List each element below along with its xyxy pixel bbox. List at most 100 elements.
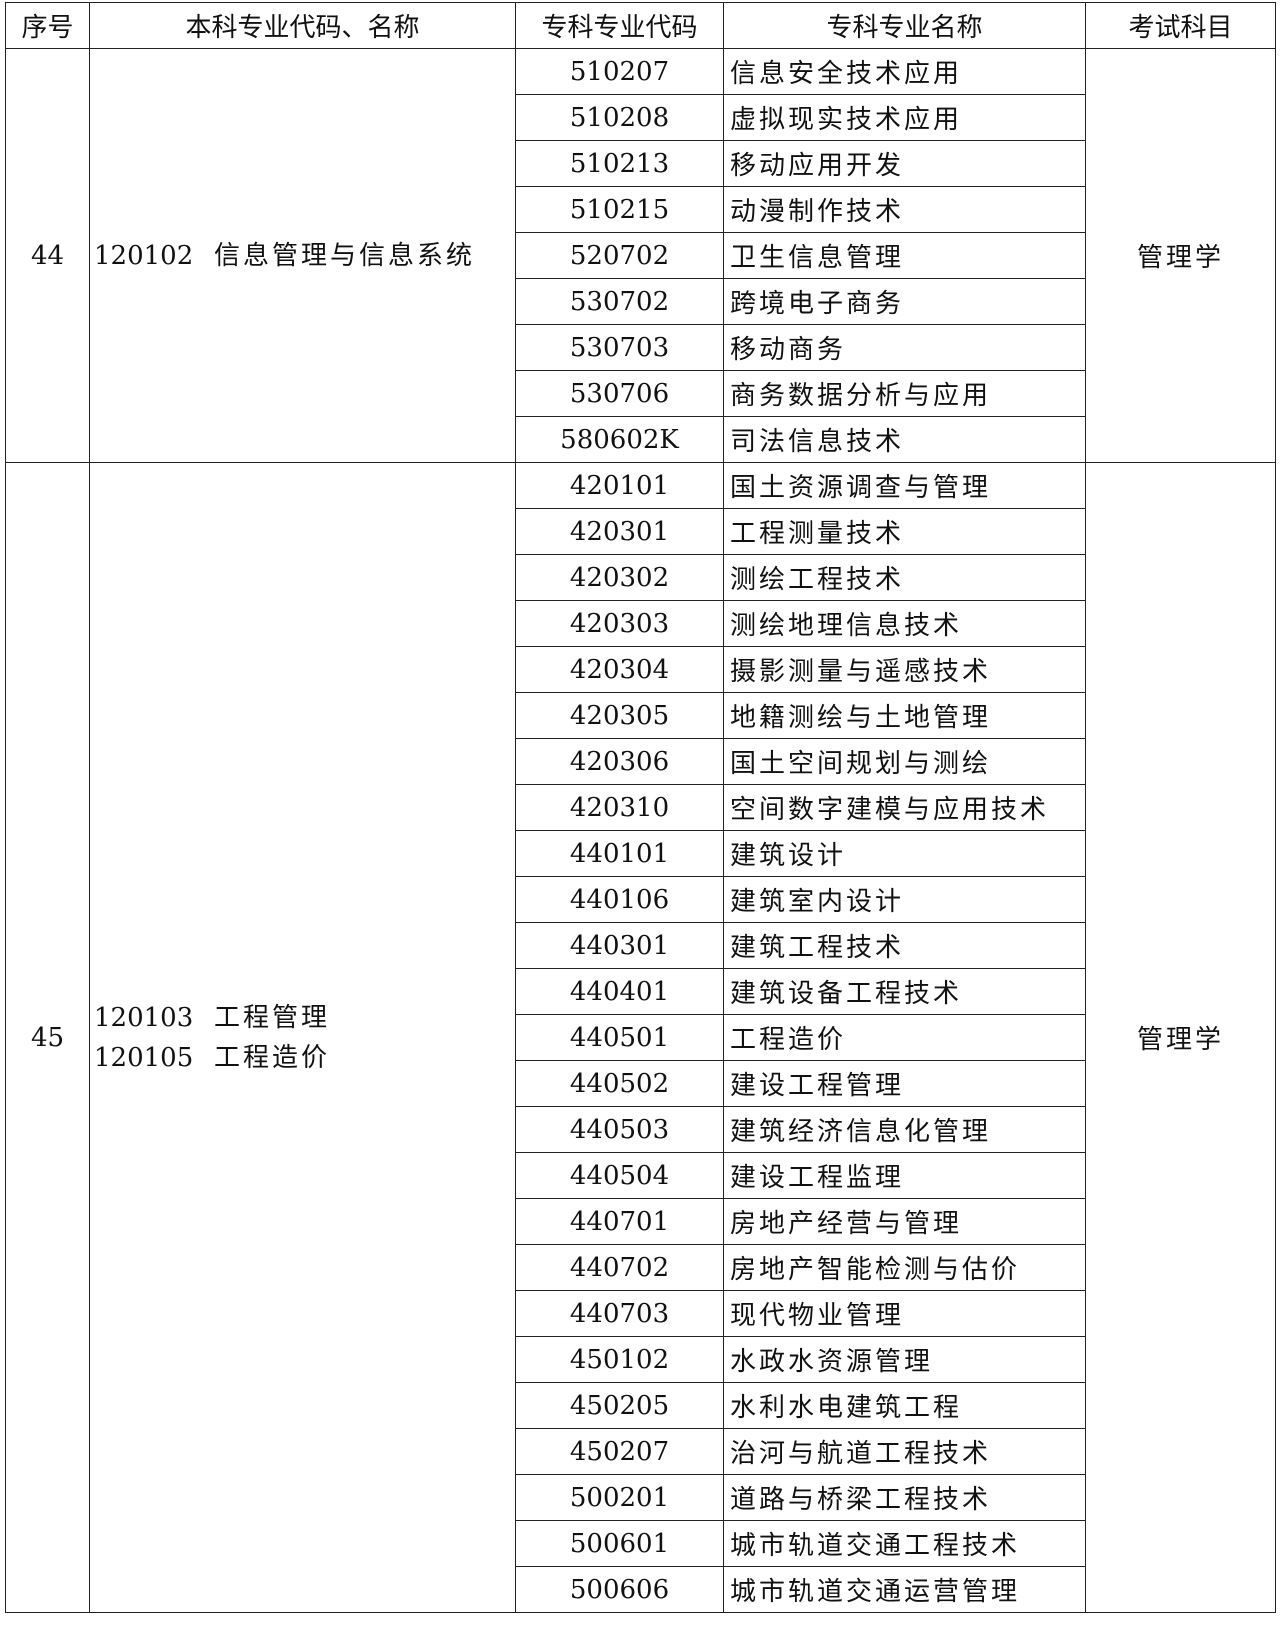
sub-name: 水政水资源管理 [723,1336,1086,1383]
sub-name: 地籍测绘与土地管理 [723,692,1086,739]
sub-code: 450102 [515,1336,724,1383]
sub-name: 建筑经济信息化管理 [723,1106,1086,1153]
seq-cell: 44 [5,48,90,463]
header-cell: 序号 [5,2,90,49]
table-row: 44 120102 信息管理与信息系统 510207 信息安全技术应用 管理学 [5,48,1276,463]
major-code: 120105 [94,1042,194,1073]
sub-name: 国土资源调查与管理 [723,462,1086,509]
major-line: 120102 信息管理与信息系统 [94,236,515,276]
major-name: 工程管理 [214,1002,331,1033]
sub-code: 440106 [515,876,724,923]
sub-code: 440503 [515,1106,724,1153]
table-row: 510208 虚拟现实技术应用 [6,94,1276,141]
table-row: 440501 工程造价 [6,1014,1276,1061]
exam-subject: 管理学 [1085,462,1276,1613]
sub-name: 建筑室内设计 [723,876,1086,923]
table-row: 420302 测绘工程技术 [6,554,1276,601]
sub-code: 440703 [515,1290,724,1337]
table-row: 530702 跨境电子商务 [6,278,1276,325]
table-row: 440703 现代物业管理 [6,1290,1276,1337]
table-row: 440106 建筑室内设计 [6,876,1276,923]
sub-name: 虚拟现实技术应用 [723,94,1086,141]
table-row: 420303 测绘地理信息技术 [6,600,1276,647]
sub-name: 商务数据分析与应用 [723,370,1086,417]
table-row: 450205 水利水电建筑工程 [6,1382,1276,1429]
sub-code: 420301 [515,508,724,555]
table-row: 440401 建筑设备工程技术 [6,968,1276,1015]
sub-name: 测绘工程技术 [723,554,1086,601]
sub-name: 国土空间规划与测绘 [723,738,1086,785]
sub-code: 450205 [515,1382,724,1429]
table-row: 500606 城市轨道交通运营管理 [6,1566,1276,1613]
sub-name: 建筑设计 [723,830,1086,877]
sub-code: 450207 [515,1428,724,1475]
sub-code: 420302 [515,554,724,601]
table-row: 420304 摄影测量与遥感技术 [6,646,1276,693]
header-row: 序号 本科专业代码、名称 专科专业代码 专科专业名称 考试科目 [5,2,1276,49]
sub-code: 440301 [515,922,724,969]
sub-name: 摄影测量与遥感技术 [723,646,1086,693]
sub-code: 520702 [515,232,724,279]
table-row: 440502 建设工程管理 [6,1060,1276,1107]
header-cell: 考试科目 [1085,2,1276,49]
sub-name: 测绘地理信息技术 [723,600,1086,647]
major-line: 120103 工程管理 [94,998,515,1038]
sub-code: 500601 [515,1520,724,1567]
sub-code: 420305 [515,692,724,739]
table-row: 440503 建筑经济信息化管理 [6,1106,1276,1153]
sub-code: 420303 [515,600,724,647]
table-row: 440101 建筑设计 [6,830,1276,877]
table-body: 44 120102 信息管理与信息系统 510207 信息安全技术应用 管理学 510208… [5,48,1276,1613]
sub-name: 房地产智能检测与估价 [723,1244,1086,1291]
table-row: 45 120103 工程管理 120105 工程造价 420101 国土资源调查与管理 管理学 [5,462,1276,1613]
sub-name: 司法信息技术 [723,416,1086,463]
sub-code: 440502 [515,1060,724,1107]
sub-code: 530702 [515,278,724,325]
sub-code: 440702 [515,1244,724,1291]
table-row: 440701 房地产经营与管理 [6,1198,1276,1245]
table-row: 500601 城市轨道交通工程技术 [6,1520,1276,1567]
sub-code: 510215 [515,186,724,233]
table-row: 580602K 司法信息技术 [6,416,1276,463]
sub-code: 500201 [515,1474,724,1521]
major-name: 信息管理与信息系统 [214,240,476,271]
sub-name: 城市轨道交通工程技术 [723,1520,1086,1567]
sub-name: 工程测量技术 [723,508,1086,555]
sub-code: 500606 [515,1566,724,1613]
sub-name: 水利水电建筑工程 [723,1382,1086,1429]
sub-name: 卫生信息管理 [723,232,1086,279]
table-row: 510215 动漫制作技术 [6,186,1276,233]
sub-code: 420101 [515,462,724,509]
major-cell: 120102 信息管理与信息系统 [89,48,516,463]
sub-code: 420306 [515,738,724,785]
sub-name: 城市轨道交通运营管理 [723,1566,1086,1613]
header-cell: 专科专业名称 [723,2,1086,49]
major-cell: 120103 工程管理 120105 工程造价 [89,462,516,1613]
sub-name: 现代物业管理 [723,1290,1086,1337]
sub-code: 440401 [515,968,724,1015]
seq-cell: 45 [5,462,90,1613]
exam-subject: 管理学 [1085,48,1276,463]
table-row: 420301 工程测量技术 [6,508,1276,555]
header-cell: 专科专业代码 [515,2,724,49]
major-code: 120103 [94,1002,194,1033]
sub-code: 580602K [515,416,724,463]
sub-name: 建筑工程技术 [723,922,1086,969]
sub-name: 工程造价 [723,1014,1086,1061]
sub-name: 动漫制作技术 [723,186,1086,233]
table-row: 440301 建筑工程技术 [6,922,1276,969]
sub-code: 440101 [515,830,724,877]
table-row: 420306 国土空间规划与测绘 [6,738,1276,785]
sub-code: 420310 [515,784,724,831]
sub-name: 建设工程管理 [723,1060,1086,1107]
table-row: 530706 商务数据分析与应用 [6,370,1276,417]
major-code: 120102 [94,240,194,271]
table-row: 440504 建设工程监理 [6,1152,1276,1199]
sub-name: 移动商务 [723,324,1086,371]
table-row: 530703 移动商务 [6,324,1276,371]
sub-code: 510208 [515,94,724,141]
sub-name: 建筑设备工程技术 [723,968,1086,1015]
sub-name: 空间数字建模与应用技术 [723,784,1086,831]
sub-name: 信息安全技术应用 [723,48,1086,95]
